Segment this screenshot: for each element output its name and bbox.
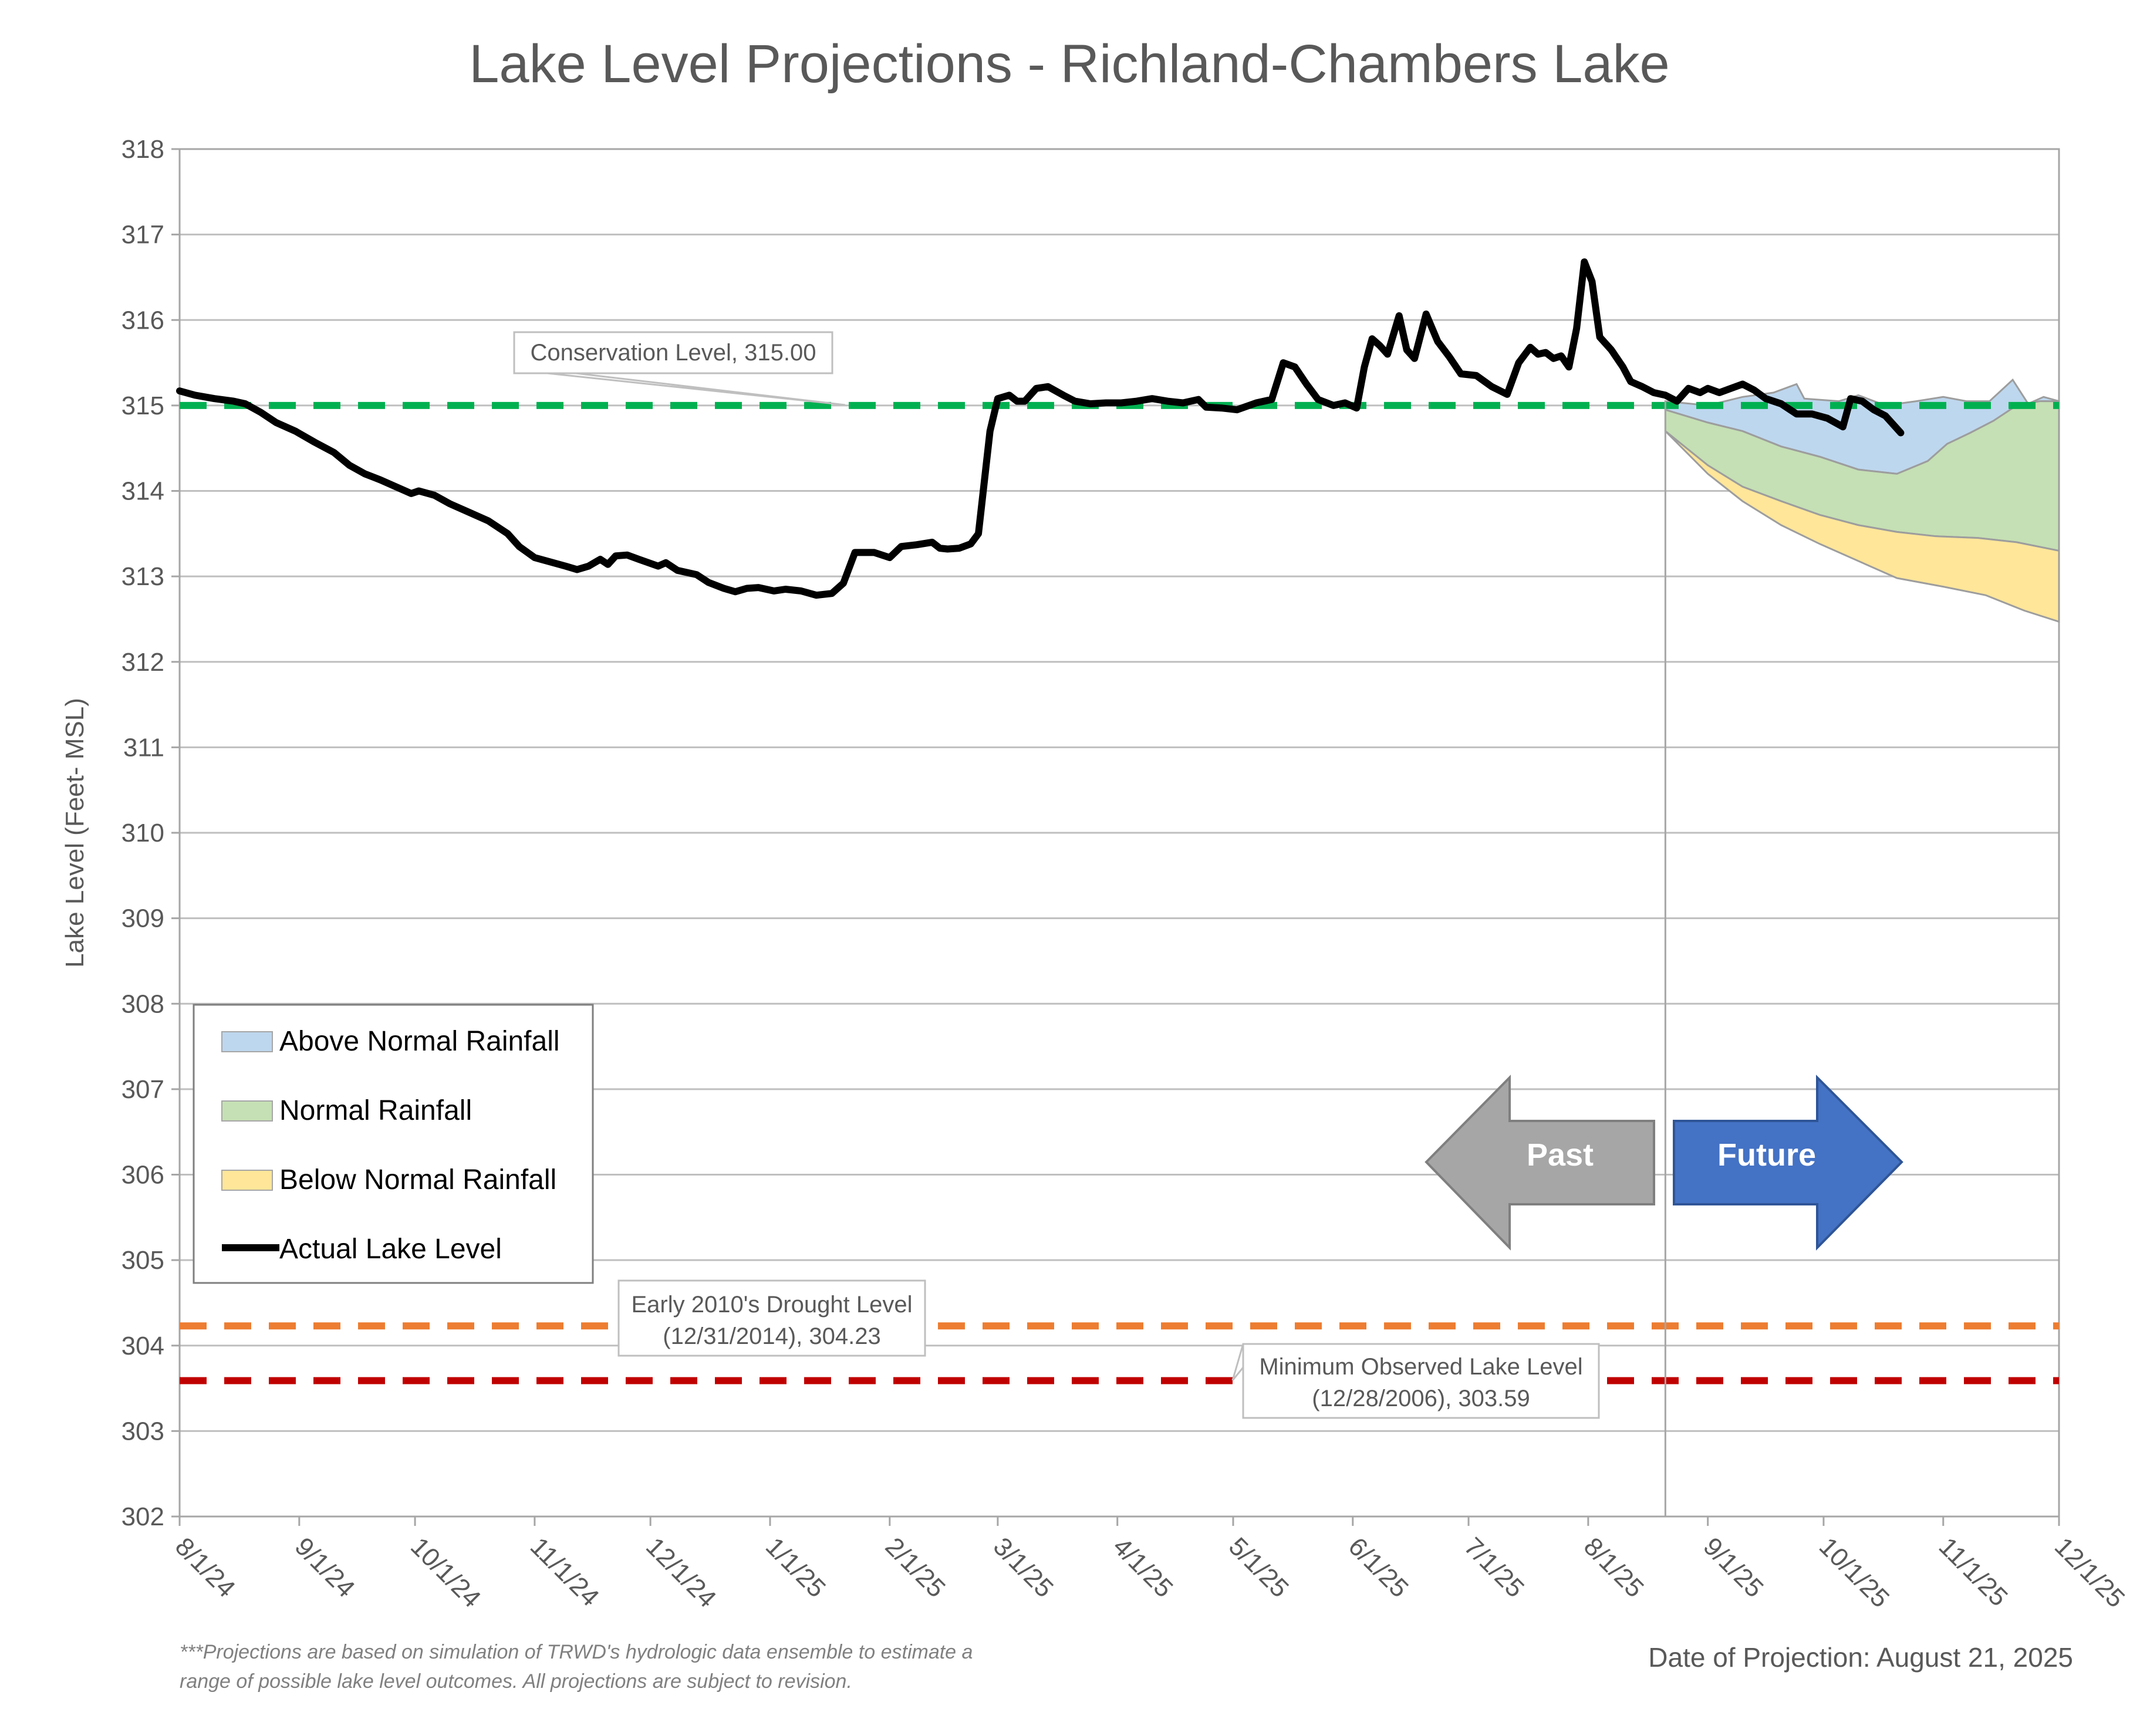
future-arrow-label: Future [1717, 1137, 1816, 1173]
legend-swatch-normal [221, 1100, 273, 1122]
legend-label-below-normal: Below Normal Rainfall [279, 1164, 556, 1195]
footnote-line1: ***Projections are based on simulation o… [180, 1641, 973, 1663]
drought-callout-line1: Early 2010's Drought Level [631, 1292, 912, 1318]
conservation-callout-box [513, 331, 833, 374]
y-tick-label-309: 309 [121, 904, 164, 933]
y-axis-ticks: 302 303 304 305 306 307 308 309 310 311 312 313 314 3… [121, 135, 180, 1531]
y-tick-label-303: 303 [121, 1417, 164, 1445]
minimum-callout: Minimum Observed Lake Level (12/28/2006)… [1231, 1343, 1600, 1419]
y-tick-label-302: 302 [121, 1502, 164, 1531]
y-tick-label-311: 311 [123, 733, 164, 762]
y-axis-label: Lake Level (Feet- MSL) [60, 698, 89, 968]
future-arrow-shape [1673, 1075, 1903, 1251]
y-tick-label-314: 314 [121, 477, 164, 506]
y-tick-label-308: 308 [121, 989, 164, 1018]
y-tick-label-306: 306 [121, 1161, 164, 1190]
past-arrow: Past [1425, 1075, 1655, 1251]
future-arrow: Future [1673, 1075, 1903, 1251]
minimum-callout-line1: Minimum Observed Lake Level [1259, 1354, 1582, 1380]
y-tick-label-305: 305 [121, 1246, 164, 1275]
band-below-normal-rainfall [1665, 430, 2060, 623]
chart-title: Lake Level Projections - Richland-Chambe… [469, 34, 1669, 94]
y-tick-label-317: 317 [121, 221, 164, 249]
y-tick-label-304: 304 [121, 1332, 164, 1360]
y-tick-label-313: 313 [121, 562, 164, 591]
past-arrow-label: Past [1527, 1137, 1594, 1173]
legend-label-above-normal: Above Normal Rainfall [279, 1026, 560, 1057]
y-tick-label-316: 316 [121, 306, 164, 335]
drought-callout-line2: (12/31/2014), 304.23 [663, 1323, 880, 1349]
legend-swatch-below-normal [221, 1170, 273, 1191]
y-tick-label-318: 318 [121, 135, 164, 164]
y-tick-label-307: 307 [121, 1075, 164, 1104]
actual-series [176, 258, 1905, 599]
legend-label-normal: Normal Rainfall [279, 1095, 472, 1126]
drought-callout: Early 2010's Drought Level (12/31/2014),… [617, 1279, 926, 1357]
y-tick-label-312: 312 [121, 648, 164, 677]
legend-label-actual: Actual Lake Level [279, 1234, 502, 1265]
y-tick-label-315: 315 [121, 391, 164, 420]
legend: Above Normal Rainfall Normal Rainfall Be… [193, 1004, 594, 1284]
minimum-callout-line2: (12/28/2006), 303.59 [1312, 1386, 1530, 1411]
minimum-callout-box [1242, 1343, 1600, 1419]
series-actual-lake-level [176, 258, 1905, 599]
y-tick-label-310: 310 [121, 819, 164, 847]
legend-swatch-above-normal [221, 1031, 273, 1052]
past-arrow-shape [1425, 1075, 1655, 1251]
conservation-callout-text: Conservation Level, 315.00 [531, 340, 816, 366]
conservation-callout: Conservation Level, 315.00 [513, 331, 846, 406]
projection-date-note: Date of Projection: August 21, 2025 [1648, 1642, 2073, 1673]
footnote-line2: range of possible lake level outcomes. A… [180, 1670, 852, 1693]
drought-callout-box [617, 1279, 926, 1357]
